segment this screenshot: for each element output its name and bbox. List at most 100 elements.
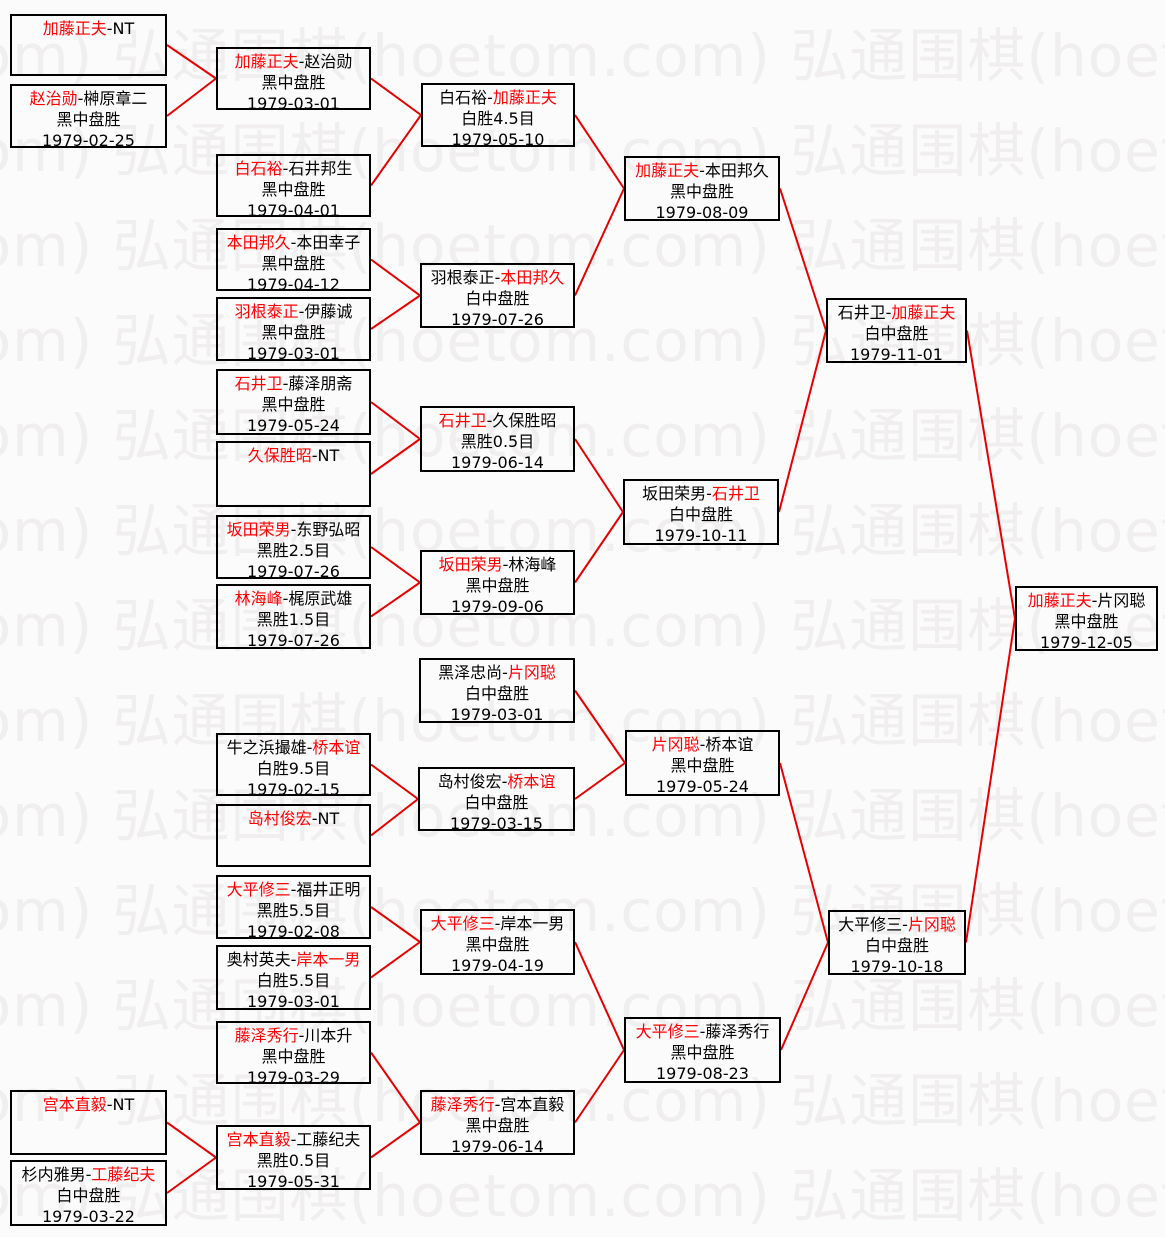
match-box[interactable]: 大平修三-福井正明 黑胜5.5目 1979-02-08 bbox=[216, 875, 371, 941]
match-date: 1979-03-01 bbox=[247, 94, 340, 113]
match-box[interactable]: 久保胜昭-NT bbox=[216, 441, 371, 507]
match-box[interactable]: 加藤正夫-本田邦久 黑中盘胜 1979-08-09 bbox=[624, 156, 780, 222]
player-name: 石井邦生 bbox=[288, 159, 353, 178]
match-result: 白中盘胜 bbox=[465, 289, 530, 308]
match-date: 1979-05-31 bbox=[247, 1172, 340, 1191]
players-separator: - bbox=[282, 374, 289, 393]
player-name: NT bbox=[112, 1095, 135, 1114]
player-name: 工藤纪夫 bbox=[296, 1130, 361, 1149]
match-date: 1979-03-22 bbox=[42, 1207, 135, 1226]
winner-name: 加藤正夫 bbox=[42, 19, 107, 38]
players-separator: - bbox=[106, 19, 113, 38]
match-date: 1979-07-26 bbox=[451, 310, 544, 329]
player-name: 白石裕 bbox=[439, 88, 488, 107]
players-separator: - bbox=[282, 589, 289, 608]
match-box[interactable]: 大平修三-藤泽秀行 黑中盘胜 1979-08-23 bbox=[624, 1017, 781, 1083]
match-box[interactable]: 林海峰-梶原武雄 黑胜1.5目 1979-07-26 bbox=[216, 584, 371, 650]
bracket-connector-line bbox=[166, 1156, 217, 1194]
match-players: 坂田荣男-东野弘昭 bbox=[218, 519, 369, 540]
match-box[interactable]: 大平修三-岸本一男 黑中盘胜 1979-04-19 bbox=[420, 909, 575, 975]
players-separator: - bbox=[311, 446, 318, 465]
match-players: 大平修三-福井正明 bbox=[218, 879, 369, 900]
match-box[interactable]: 羽根泰正-伊藤诚 黑中盘胜 1979-03-01 bbox=[216, 297, 371, 363]
player-name: NT bbox=[317, 446, 340, 465]
match-date: 1979-03-01 bbox=[247, 344, 340, 363]
match-box[interactable]: 黑泽忠尚-片冈聪 白中盘胜 1979-03-01 bbox=[419, 658, 575, 724]
match-box[interactable]: 宫本直毅-NT bbox=[10, 1090, 167, 1155]
match-players: 加藤正夫-NT bbox=[12, 18, 165, 39]
match-box[interactable]: 杉内雅男-工藤纪夫 白中盘胜 1979-03-22 bbox=[10, 1160, 167, 1226]
match-result: 白胜5.5目 bbox=[256, 971, 331, 990]
match-box[interactable]: 岛村俊宏-桥本谊 白中盘胜 1979-03-15 bbox=[418, 767, 575, 833]
players-separator: - bbox=[502, 663, 508, 682]
match-box[interactable]: 石井卫-加藤正夫 白中盘胜 1979-11-01 bbox=[826, 298, 967, 364]
match-box[interactable]: 羽根泰正-本田邦久 白中盘胜 1979-07-26 bbox=[420, 263, 575, 329]
bracket-connector-line bbox=[370, 438, 421, 475]
match-box[interactable]: 本田邦久-本田幸子 黑中盘胜 1979-04-12 bbox=[216, 228, 371, 294]
match-result: 黑中盘胜 bbox=[261, 180, 326, 199]
match-box[interactable]: 坂田荣男-东野弘昭 黑胜2.5目 1979-07-26 bbox=[216, 515, 371, 581]
players-separator: - bbox=[1091, 591, 1098, 610]
winner-name: 加藤正夫 bbox=[635, 161, 700, 180]
match-result: 黑胜0.5目 bbox=[256, 1151, 331, 1170]
match-box[interactable]: 牛之浜撮雄-桥本谊 白胜9.5目 1979-02-15 bbox=[216, 733, 371, 799]
winner-name: 加藤正夫 bbox=[492, 88, 557, 107]
match-players: 奥村英夫-岸本一男 bbox=[218, 949, 369, 970]
match-box[interactable]: 坂田荣男-林海峰 黑中盘胜 1979-09-06 bbox=[420, 550, 575, 616]
winner-name: 大平修三 bbox=[430, 914, 495, 933]
bracket-connector-line bbox=[166, 44, 217, 80]
match-date: 1979-12-05 bbox=[1040, 633, 1133, 652]
bracket-connector-line bbox=[574, 762, 626, 800]
bracket-connector-line bbox=[370, 941, 421, 979]
match-date: 1979-10-18 bbox=[850, 957, 944, 976]
match-box[interactable]: 藤泽秀行-川本升 黑中盘胜 1979-03-29 bbox=[216, 1021, 371, 1087]
match-players: 黑泽忠尚-片冈聪 bbox=[421, 662, 573, 683]
match-result: 黑中盘胜 bbox=[465, 1116, 530, 1135]
winner-name: 大平修三 bbox=[226, 880, 291, 899]
winner-name: 宫本直毅 bbox=[226, 1130, 291, 1149]
match-date: 1979-07-26 bbox=[247, 631, 340, 650]
match-box[interactable]: 白石裕-石井邦生 黑中盘胜 1979-04-01 bbox=[216, 154, 371, 220]
match-box[interactable]: 石井卫-久保胜昭 黑胜0.5目 1979-06-14 bbox=[420, 406, 575, 472]
match-result: 白中盘胜 bbox=[668, 505, 733, 524]
players-separator: - bbox=[298, 1026, 305, 1045]
player-name: 大平修三 bbox=[838, 915, 903, 934]
winner-name: 加藤正夫 bbox=[234, 52, 299, 71]
player-name: 本田幸子 bbox=[296, 233, 361, 252]
players-separator: - bbox=[885, 303, 892, 322]
match-box[interactable]: 石井卫-藤泽朋斋 黑中盘胜 1979-05-24 bbox=[216, 369, 371, 435]
bracket-connector-line bbox=[166, 77, 217, 117]
match-box[interactable]: 加藤正夫-赵治勋 黑中盘胜 1979-03-01 bbox=[216, 47, 371, 113]
match-box[interactable]: 岛村俊宏-NT bbox=[216, 804, 371, 867]
match-date: 1979-11-01 bbox=[850, 345, 943, 364]
bracket-connector-line bbox=[574, 188, 625, 296]
match-date: 1979-08-23 bbox=[656, 1064, 749, 1083]
match-box[interactable]: 加藤正夫-NT bbox=[10, 14, 167, 76]
winner-name: 加藤正夫 bbox=[1027, 591, 1092, 610]
match-box[interactable]: 片冈聪-桥本谊 黑中盘胜 1979-05-24 bbox=[625, 730, 780, 796]
match-box[interactable]: 白石裕-加藤正夫 白胜4.5目 1979-05-10 bbox=[421, 83, 575, 149]
match-box[interactable]: 奥村英夫-岸本一男 白胜5.5目 1979-03-01 bbox=[216, 945, 371, 1011]
players-separator: - bbox=[106, 1095, 113, 1114]
match-players: 加藤正夫-本田邦久 bbox=[626, 160, 778, 181]
match-players: 加藤正夫-赵治勋 bbox=[218, 51, 369, 72]
player-name: 梶原武雄 bbox=[288, 589, 353, 608]
match-date: 1979-08-09 bbox=[655, 203, 749, 222]
match-players: 牛之浜撮雄-桥本谊 bbox=[218, 737, 369, 758]
winner-name: 赵治勋 bbox=[29, 89, 78, 108]
match-date: 1979-03-01 bbox=[450, 705, 544, 724]
match-box[interactable]: 加藤正夫-片冈聪 黑中盘胜 1979-12-05 bbox=[1015, 586, 1158, 652]
match-box[interactable]: 坂田荣男-石井卫 白中盘胜 1979-10-11 bbox=[623, 479, 779, 545]
match-box[interactable]: 藤泽秀行-宫本直毅 黑中盘胜 1979-06-14 bbox=[420, 1090, 575, 1156]
players-separator: - bbox=[290, 880, 297, 899]
match-players: 赵治勋-榊原章二 bbox=[12, 88, 165, 109]
player-name: 赵治勋 bbox=[304, 52, 353, 71]
players-separator: - bbox=[494, 914, 501, 933]
match-box[interactable]: 宫本直毅-工藤纪夫 黑胜0.5目 1979-05-31 bbox=[216, 1125, 371, 1191]
match-result: 黑中盘胜 bbox=[670, 756, 735, 775]
match-result: 黑中盘胜 bbox=[1054, 612, 1119, 631]
match-result: 黑中盘胜 bbox=[261, 73, 326, 92]
player-name: 藤泽朋斋 bbox=[288, 374, 353, 393]
match-box[interactable]: 大平修三-片冈聪 白中盘胜 1979-10-18 bbox=[828, 910, 966, 976]
match-box[interactable]: 赵治勋-榊原章二 黑中盘胜 1979-02-25 bbox=[10, 84, 167, 150]
